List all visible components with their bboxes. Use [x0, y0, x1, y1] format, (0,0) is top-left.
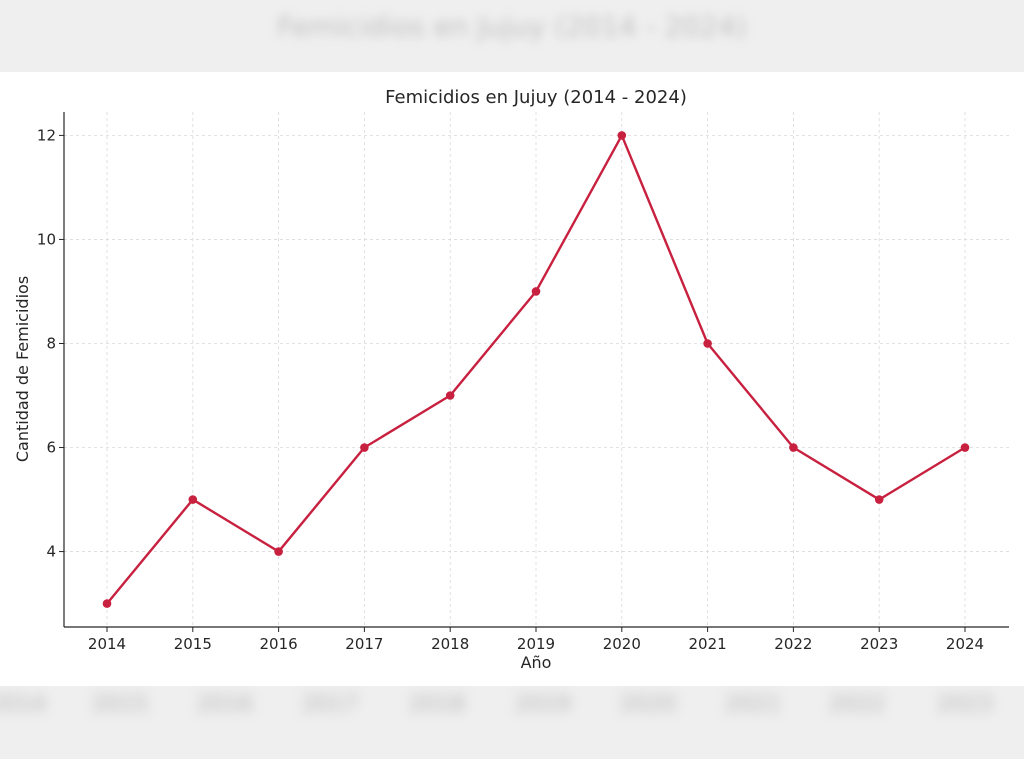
blurred-backdrop-top: [0, 0, 1024, 72]
blurred-tick: 2017: [302, 692, 358, 717]
y-tick-label: 10: [37, 230, 56, 248]
data-point: [874, 495, 884, 504]
data-point: [445, 391, 455, 400]
y-tick-label: 12: [37, 126, 56, 144]
data-point: [188, 495, 198, 504]
y-tick-label: 4: [46, 543, 56, 561]
blurred-tick: 2015: [92, 692, 148, 717]
line-chart: 2014 2015 2016 2017 2018 2019 2020 2021 2022 2023…: [13, 87, 1009, 672]
blurred-tick: 2014: [0, 692, 46, 717]
blurred-tick: 2022: [829, 692, 885, 717]
x-tick-label: 2015: [174, 635, 212, 653]
blurred-tick: 2020: [620, 692, 676, 717]
y-tick-label: 6: [46, 439, 56, 457]
data-point: [102, 599, 112, 608]
x-tick-label: 2017: [345, 635, 383, 653]
data-point: [617, 131, 627, 140]
x-tick-label: 2021: [689, 635, 727, 653]
data-point: [960, 443, 970, 452]
blurred-tick: 2019: [515, 692, 571, 717]
blurred-tick: 2016: [197, 692, 253, 717]
blurred-background-ticks: 2014 2015 2016 2017 2018 2019 2020 2021 2022 2023: [0, 686, 1024, 746]
y-tick-label: 8: [46, 334, 56, 352]
data-point: [531, 287, 541, 296]
x-tick-label: 2020: [603, 635, 641, 653]
blurred-tick: 2023: [937, 692, 993, 717]
blurred-backdrop-bottom: [0, 686, 1024, 759]
data-point: [789, 443, 798, 452]
data-point: [274, 547, 283, 556]
x-tick-label: 2016: [260, 635, 298, 653]
blurred-background-title: Femicidios en Jujuy (2014 - 2024): [277, 10, 747, 43]
x-tick-label: 2019: [517, 635, 555, 653]
y-axis-label: Cantidad de Femicidios: [13, 276, 32, 462]
x-tick-label: 2023: [860, 635, 898, 653]
x-tick-label: 2018: [431, 635, 469, 653]
chart-panel: 2014 2015 2016 2017 2018 2019 2020 2021 2022 2023…: [0, 72, 1024, 686]
data-point: [360, 443, 369, 452]
x-axis-label: Año: [521, 653, 552, 672]
blurred-tick: 2018: [409, 692, 465, 717]
x-tick-label: 2014: [88, 635, 126, 653]
blurred-tick: 2021: [725, 692, 781, 717]
x-tick-label: 2022: [774, 635, 812, 653]
data-point: [703, 339, 712, 348]
axes: 2014 2015 2016 2017 2018 2019 2020 2021 2022 2023…: [37, 112, 1009, 653]
series: [102, 131, 970, 608]
grid: [64, 112, 1009, 627]
chart-title: Femicidios en Jujuy (2014 - 2024): [385, 87, 687, 108]
x-tick-label: 2024: [946, 635, 984, 653]
